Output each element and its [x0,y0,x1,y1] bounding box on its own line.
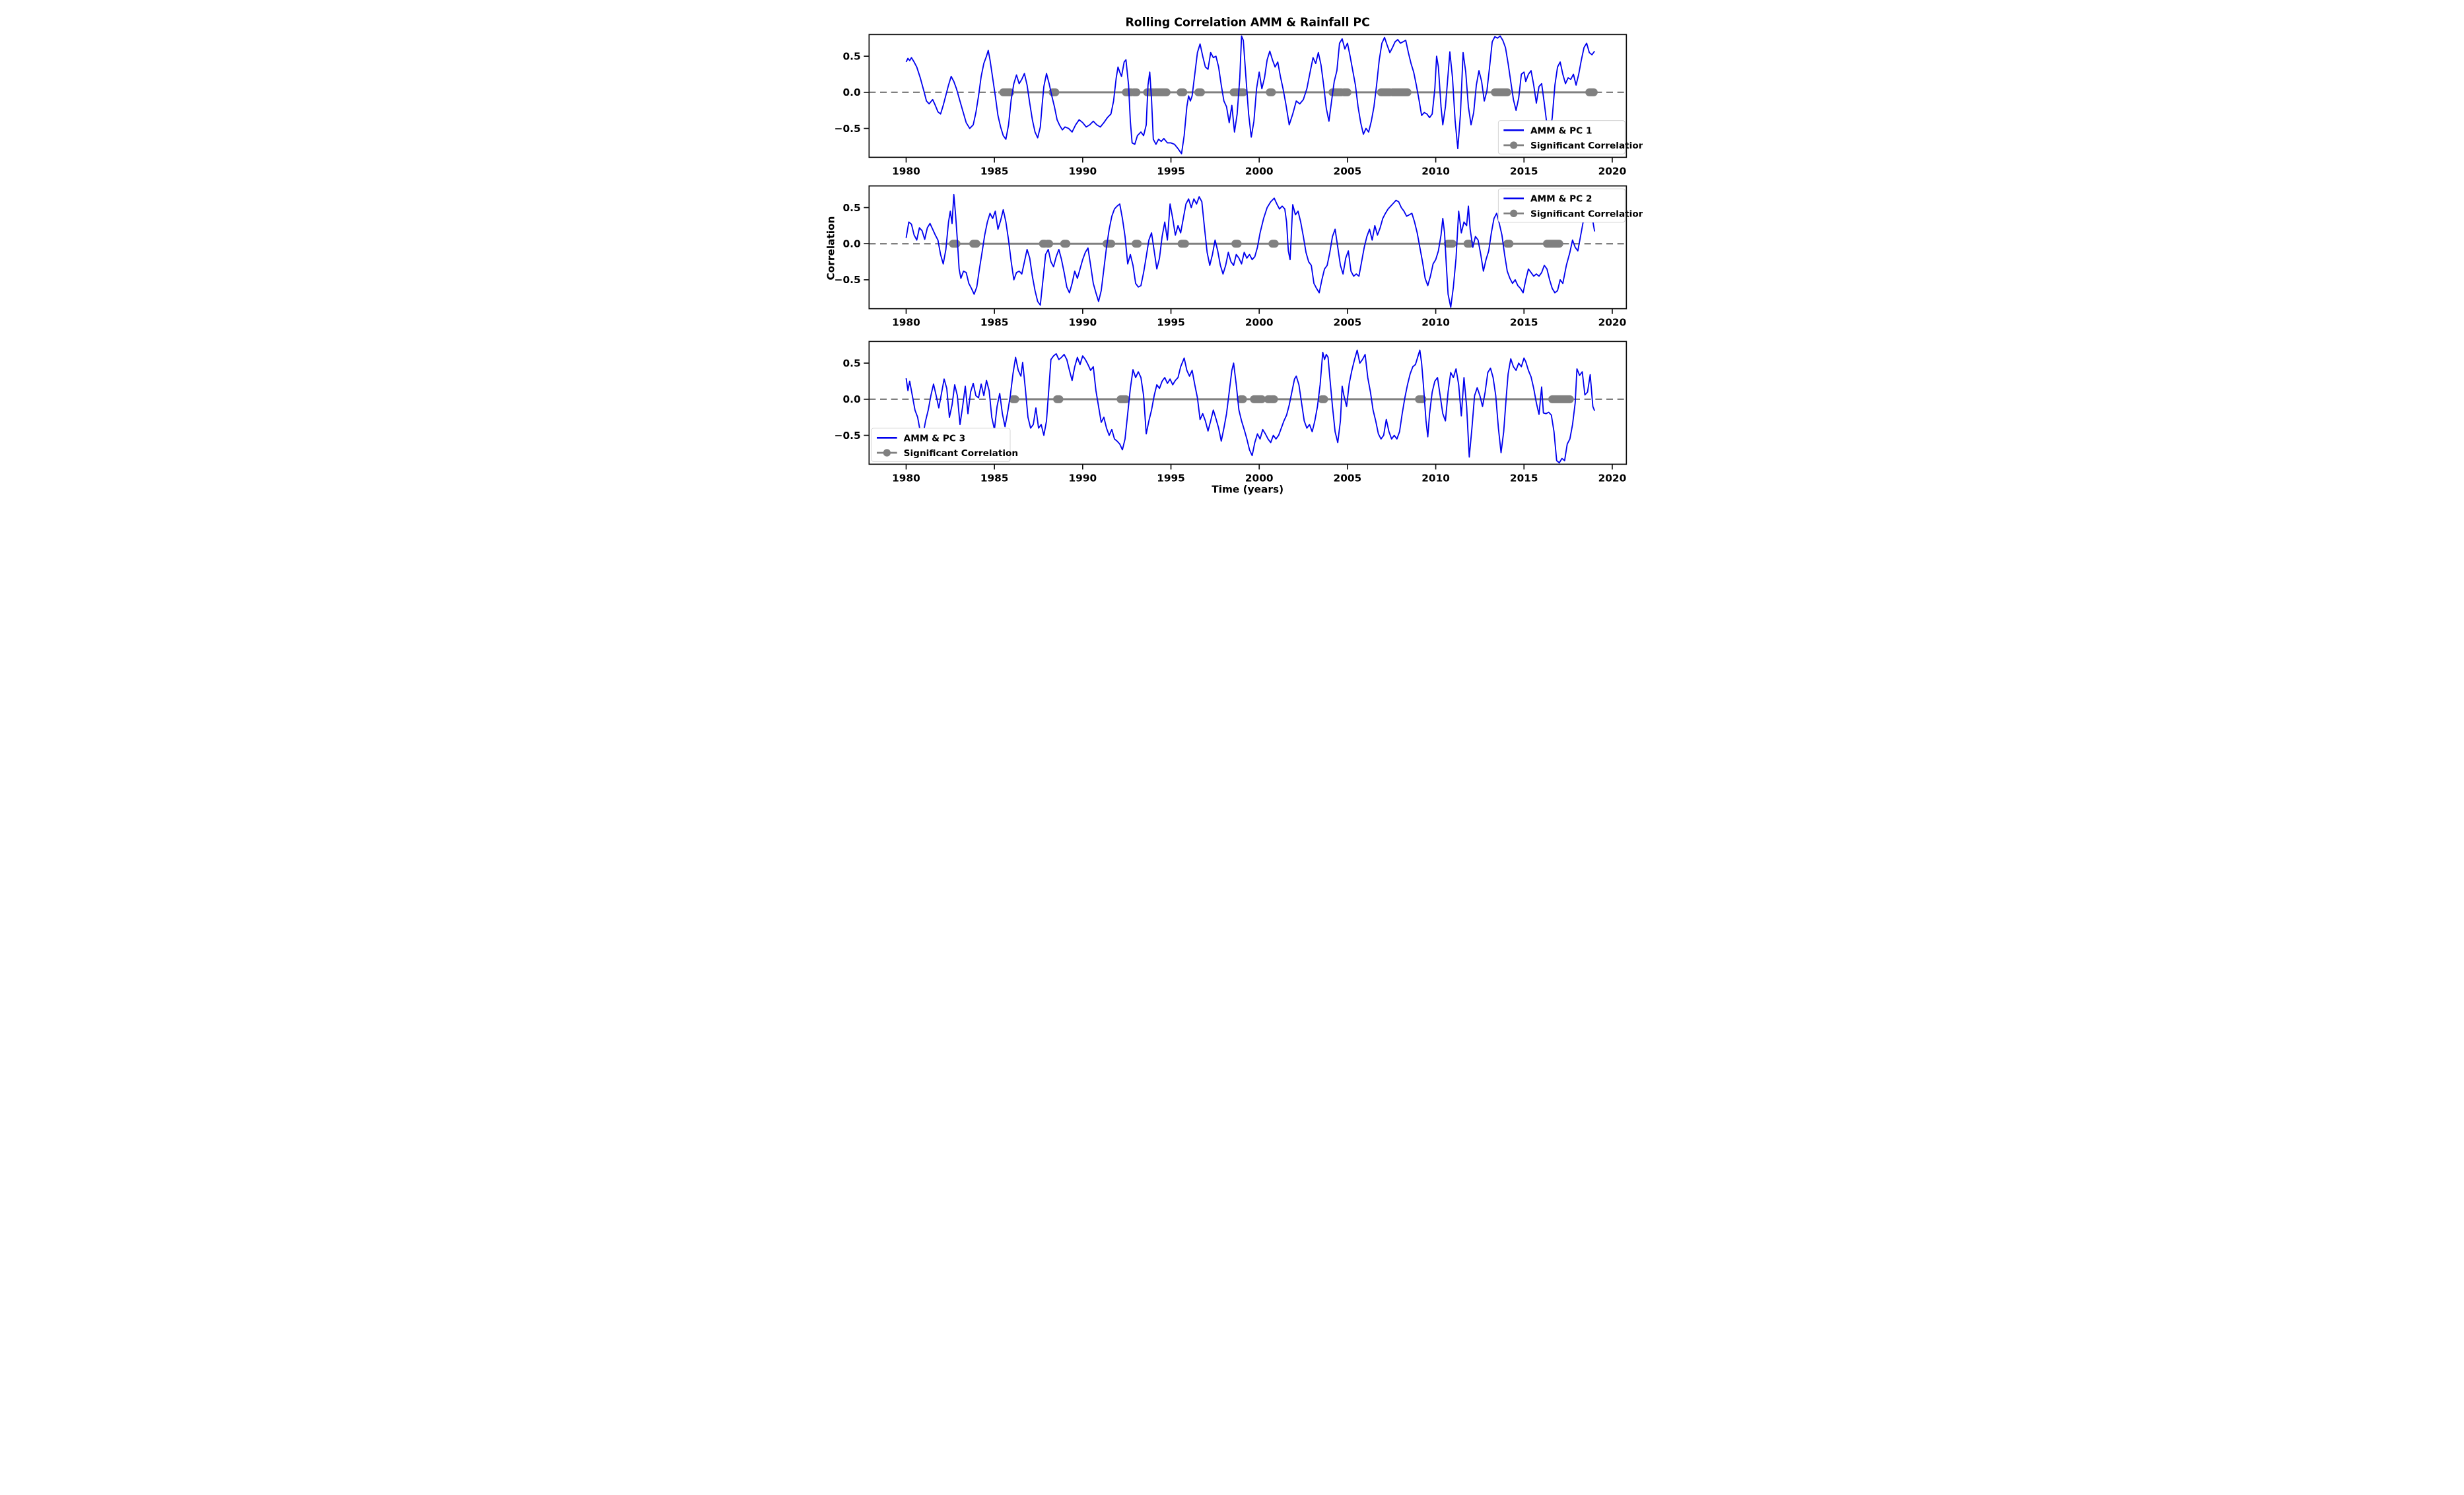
legend-pc3: AMM & PC 3 Significant Correlation [871,428,1018,462]
y-tick-label: −0.5 [835,430,861,442]
y-tick-label: 0.5 [843,50,861,62]
y-tick-label: 0.0 [843,86,861,98]
y-tick-label: 0.5 [843,202,861,214]
legend-marker-dot-icon [883,449,891,457]
x-tick-label: 1980 [892,165,920,177]
x-tick-label: 2015 [1510,317,1538,329]
x-tick-label: 2000 [1245,472,1274,484]
correlation-line [905,193,1596,308]
x-tick-label: 2000 [1245,317,1274,329]
figure-title: Rolling Correlation AMM & Rainfall PC [1125,16,1369,29]
legend-marker-label: Significant Correlation [1530,141,1643,151]
rolling-correlation-figure: Rolling Correlation AMM & Rainfall PC Co… [821,0,1643,498]
x-tick-label: 2020 [1598,317,1627,329]
legend-marker-dot-icon [1510,141,1518,149]
y-tick-label: −0.5 [835,274,861,286]
x-tick-label: 2010 [1421,165,1450,177]
x-tick-label: 1990 [1069,165,1097,177]
x-tick-label: 2015 [1510,165,1538,177]
x-tick-label: 2000 [1245,165,1274,177]
subplot-amm-pc3: 1980 1985 1990 1995 2000 2005 2010 2015 2020 0.5 0… [835,341,1627,484]
x-tick-label: 1990 [1069,317,1097,329]
x-tick-label: 2020 [1598,165,1627,177]
legend-series-label: AMM & PC 1 [1530,125,1592,136]
x-tick-label: 1990 [1069,472,1097,484]
legend-series-label: AMM & PC 3 [904,433,965,444]
correlation-line [905,35,1595,154]
plot-frame [868,341,1627,465]
x-tick-label: 1995 [1157,317,1185,329]
x-tick-label: 1980 [892,472,920,484]
x-tick-label: 2010 [1421,317,1450,329]
x-tick-label: 2005 [1334,317,1362,329]
y-tick-label: 0.0 [843,238,861,250]
x-tick-label: 2010 [1421,472,1450,484]
y-axis-label: Correlation [825,216,837,281]
legend-pc2: AMM & PC 2 Significant Correlation [1497,188,1643,223]
y-tick-label: 0.5 [843,357,861,369]
x-tick-label: 1985 [980,317,1009,329]
correlation-line [905,349,1596,464]
y-tick-label: 0.0 [843,393,861,405]
x-tick-label: 2005 [1334,165,1362,177]
x-tick-label: 2005 [1334,472,1362,484]
subplot-amm-pc2: 1980 1985 1990 1995 2000 2005 2010 2015 2020 0.5 0… [835,185,1627,329]
x-tick-label: 1980 [892,317,920,329]
figure-container: Rolling Correlation AMM & Rainfall PC Co… [821,0,1643,498]
y-tick-label: −0.5 [835,123,861,135]
subplot-amm-pc1: 1980 1985 1990 1995 2000 2005 2010 2015 2020 0.5 0… [835,34,1627,177]
plot-frame [868,185,1627,310]
legend-box [871,428,1011,462]
legend-marker-label: Significant Correlation [904,448,1018,459]
x-tick-label: 1995 [1157,165,1185,177]
legend-series-label: AMM & PC 2 [1530,194,1592,205]
x-tick-label: 2015 [1510,472,1538,484]
x-axis-label: Time (years) [1212,484,1283,496]
legend-box [1497,120,1626,154]
plot-frame [868,34,1627,158]
legend-box [1497,188,1626,223]
legend-pc1: AMM & PC 1 Significant Correlation [1497,120,1643,154]
legend-marker-dot-icon [1510,209,1518,217]
x-tick-label: 1985 [980,472,1009,484]
x-tick-label: 1985 [980,165,1009,177]
x-tick-label: 2020 [1598,472,1627,484]
x-tick-label: 1995 [1157,472,1185,484]
legend-marker-label: Significant Correlation [1530,209,1643,219]
